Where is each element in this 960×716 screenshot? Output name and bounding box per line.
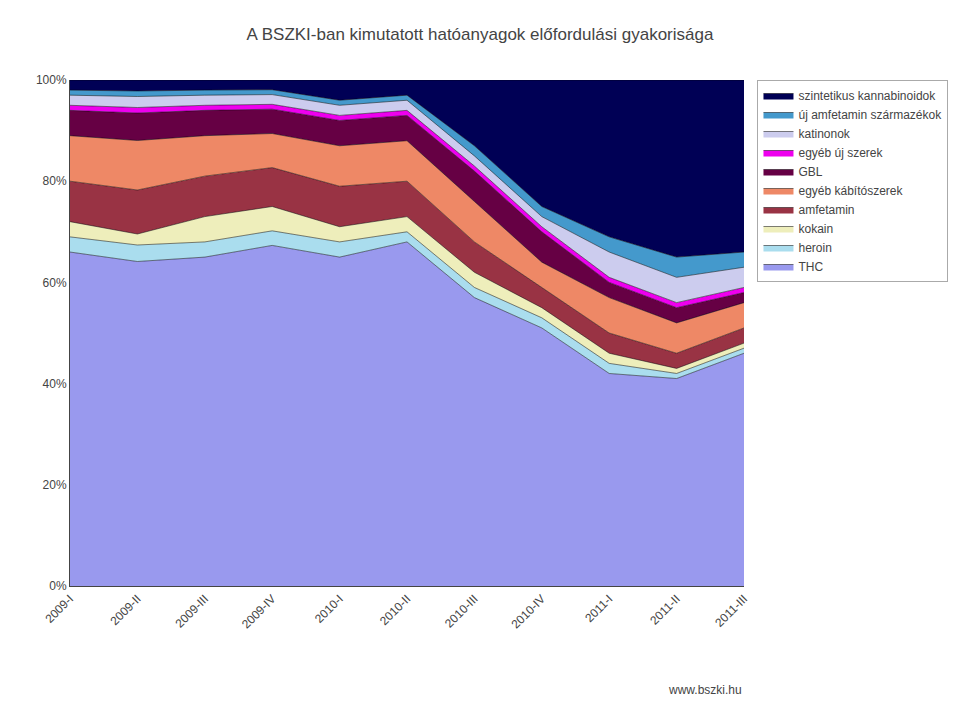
- svg-text:80%: 80%: [43, 174, 67, 188]
- svg-text:2011-I: 2011-I: [582, 592, 615, 625]
- svg-text:A BSZKI-ban kimutatott hatóany: A BSZKI-ban kimutatott hatóanyagok előfo…: [247, 25, 714, 44]
- svg-text:2011-III: 2011-III: [712, 592, 750, 630]
- svg-text:2009-III: 2009-III: [172, 592, 211, 631]
- svg-text:GBL: GBL: [798, 165, 822, 179]
- svg-text:THC: THC: [798, 260, 823, 274]
- svg-text:2010-III: 2010-III: [442, 592, 481, 631]
- svg-text:katinonok: katinonok: [798, 127, 850, 141]
- svg-text:amfetamin: amfetamin: [798, 203, 854, 217]
- svg-text:2009-IV: 2009-IV: [239, 592, 279, 632]
- svg-text:40%: 40%: [43, 377, 67, 391]
- svg-text:2010-IV: 2010-IV: [509, 592, 549, 632]
- svg-text:kokain: kokain: [798, 222, 833, 236]
- svg-text:szintetikus kannabinoidok: szintetikus kannabinoidok: [798, 89, 936, 103]
- svg-text:egyéb kábítószerek: egyéb kábítószerek: [798, 184, 903, 198]
- svg-text:2009-II: 2009-II: [107, 592, 143, 628]
- svg-text:20%: 20%: [43, 478, 67, 492]
- svg-text:heroin: heroin: [798, 241, 831, 255]
- svg-text:100%: 100%: [36, 73, 67, 87]
- svg-text:2010-II: 2010-II: [377, 592, 413, 628]
- svg-text:0%: 0%: [49, 579, 67, 593]
- svg-text:új amfetamin származékok: új amfetamin származékok: [798, 108, 942, 122]
- svg-text:2010-I: 2010-I: [312, 592, 346, 626]
- svg-text:2011-II: 2011-II: [647, 592, 683, 628]
- svg-text:60%: 60%: [43, 276, 67, 290]
- svg-text:2009-I: 2009-I: [42, 592, 76, 626]
- svg-text:www.bszki.hu: www.bszki.hu: [668, 683, 742, 697]
- svg-text:egyéb új szerek: egyéb új szerek: [798, 146, 883, 160]
